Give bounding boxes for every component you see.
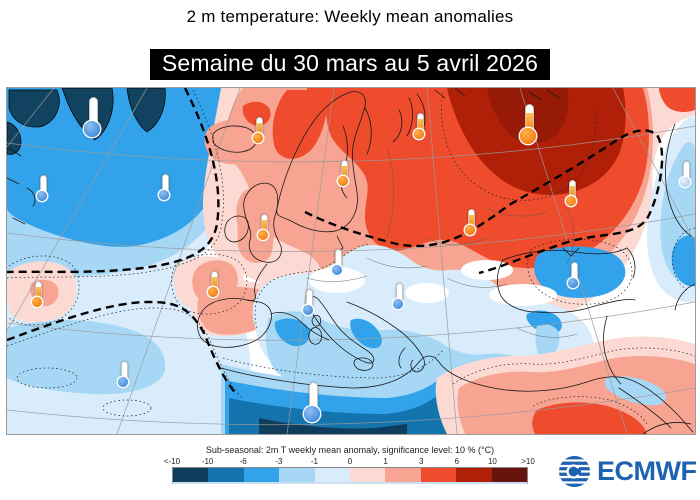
map-canvas bbox=[7, 88, 695, 434]
week-subtitle: Semaine du 30 mars au 5 avril 2026 bbox=[149, 49, 551, 80]
legend-tick-label: 3 bbox=[418, 457, 424, 466]
legend-tick-label: >10 bbox=[521, 457, 535, 466]
ecmwf-logo: ECMWF bbox=[558, 455, 697, 488]
colorbar-swatch bbox=[208, 468, 244, 482]
colorbar-swatch bbox=[491, 468, 528, 482]
colorbar-swatch bbox=[279, 468, 315, 482]
dotted-contour-layer bbox=[7, 89, 695, 425]
anomaly-regions bbox=[7, 88, 695, 434]
colorbar-swatch bbox=[314, 468, 351, 482]
colorbar bbox=[172, 467, 528, 484]
legend-tick-label: 10 bbox=[487, 457, 497, 466]
border-layer bbox=[306, 147, 578, 338]
legend-tick-label: -1 bbox=[310, 457, 318, 466]
legend-tick-label: -3 bbox=[275, 457, 283, 466]
ecmwf-globe-icon bbox=[559, 456, 590, 487]
colorbar-swatch bbox=[173, 468, 209, 482]
legend-tick-label: -6 bbox=[239, 457, 247, 466]
colorbar-swatch bbox=[385, 468, 421, 482]
colorbar-swatch bbox=[350, 468, 386, 482]
legend-tick-label: 0 bbox=[347, 457, 353, 466]
colorbar-swatch bbox=[420, 468, 457, 482]
page-title: 2 m temperature: Weekly mean anomalies bbox=[186, 7, 514, 26]
legend-tick-label: <-10 bbox=[163, 457, 181, 466]
legend-tick-label: 1 bbox=[383, 457, 388, 466]
anomaly-map bbox=[6, 87, 696, 435]
legend-tick-label: -10 bbox=[201, 457, 214, 466]
legend-caption: Sub-seasonal: 2m T weekly mean anomaly, … bbox=[205, 445, 495, 455]
legend-tick-label: 6 bbox=[454, 457, 460, 466]
dashed-contour-layer bbox=[7, 88, 664, 396]
legend-ticks: <-10 -10 -6 -3 -1 0 1 3 6 10 >10 bbox=[164, 457, 535, 467]
colorbar-legend: Sub-seasonal: 2m T weekly mean anomaly, … bbox=[164, 445, 535, 484]
header: 2 m temperature: Weekly mean anomalies S… bbox=[0, 0, 700, 80]
colorbar-swatch bbox=[456, 468, 492, 482]
colorbar-swatch bbox=[243, 468, 280, 482]
ecmwf-logo-text: ECMWF bbox=[597, 456, 697, 486]
